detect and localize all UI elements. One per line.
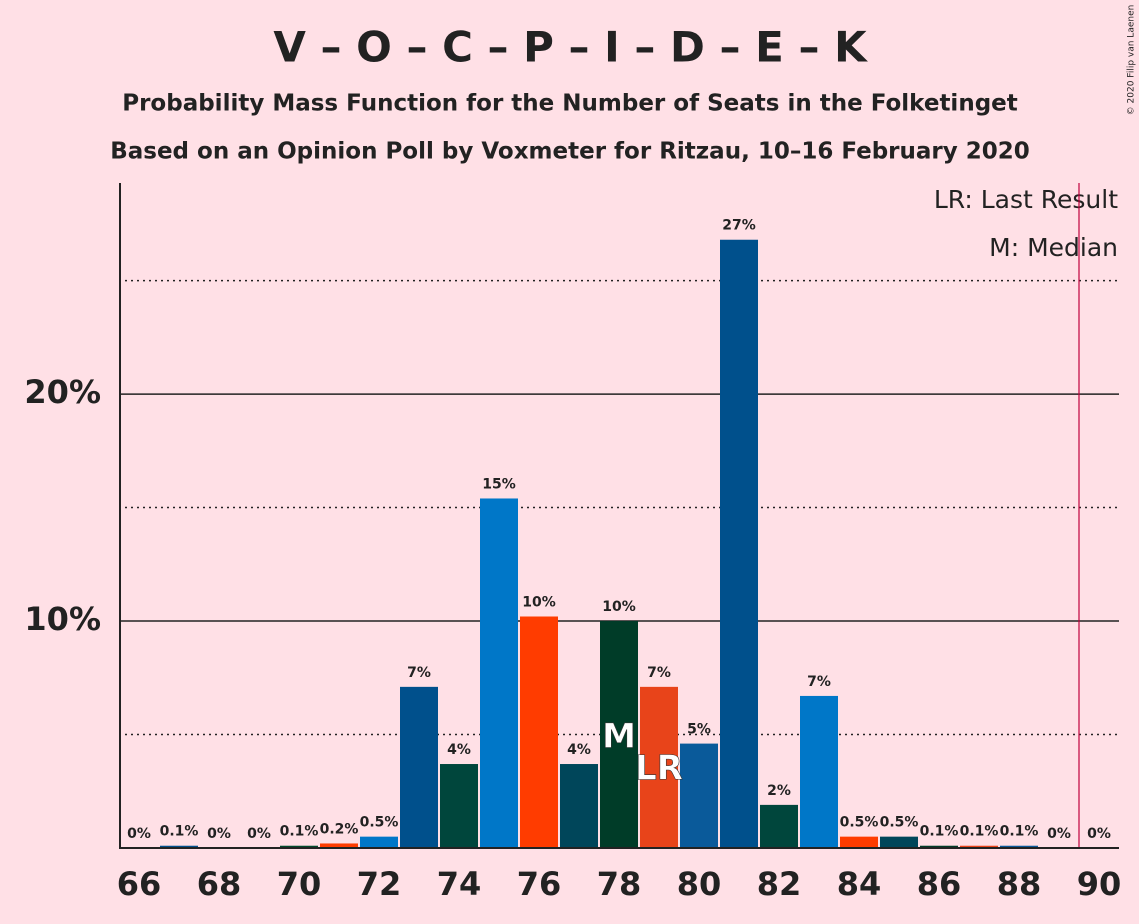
value-label: 0.5% [840,815,879,831]
value-label: 0% [1047,826,1071,842]
x-tick-label: 84 [837,865,882,903]
value-label: 0.1% [920,824,959,840]
chart-title: V – O – C – P – I – D – E – K [273,23,868,72]
bar [1000,845,1038,848]
bar [920,845,958,848]
legend-entry: M: Median [989,233,1118,262]
value-label: 0.1% [160,824,199,840]
y-tick-label: 20% [24,373,101,411]
bar [280,845,318,848]
bar [720,239,758,849]
bar [320,843,358,848]
bar [680,743,718,848]
value-label: 2% [767,783,791,799]
x-tick-label: 80 [677,865,722,903]
bar [600,621,638,848]
bar [400,686,438,848]
value-label: 5% [687,722,711,738]
bar [480,498,518,848]
y-tick-label: 10% [24,600,101,638]
x-tick-label: 74 [437,865,482,903]
value-label: 7% [647,665,671,681]
chart-subtitle: Based on an Opinion Poll by Voxmeter for… [110,139,1030,165]
bar [760,804,798,848]
value-label: 0.5% [360,815,399,831]
value-label: 0.2% [320,821,359,837]
bar [560,764,598,848]
median-marker: M [602,717,636,757]
value-label: 7% [407,665,431,681]
value-label: 4% [567,742,591,758]
bar [520,616,558,848]
value-label: 10% [602,599,636,615]
bar [360,836,398,848]
legend-background [930,231,1122,267]
value-label: 27% [722,218,756,234]
x-tick-label: 68 [197,865,242,903]
value-label: 15% [482,476,516,492]
legend-background [930,183,1122,219]
value-label: 7% [807,674,831,690]
x-tick-label: 88 [997,865,1042,903]
value-label: 0.5% [880,815,919,831]
value-label: 0% [127,826,151,842]
bar [800,695,838,848]
copyright: © 2020 Filip van Laenen [1127,5,1137,116]
x-tick-label: 78 [597,865,642,903]
value-label: 0% [207,826,231,842]
bar [440,764,478,848]
x-tick-label: 82 [757,865,802,903]
x-tick-label: 86 [917,865,962,903]
legend-entry: LR: Last Result [934,185,1118,214]
value-label: 0.1% [960,824,999,840]
bar [880,836,918,848]
last_result-marker: LR [635,749,683,789]
x-tick-label: 90 [1077,865,1122,903]
value-label: 10% [522,594,556,610]
x-tick-label: 76 [517,865,562,903]
x-tick-label: 66 [117,865,162,903]
bar [640,686,678,848]
chart-subtitle: Probability Mass Function for the Number… [122,91,1018,117]
value-label: 0.1% [1000,824,1039,840]
value-label: 0% [247,826,271,842]
bar [160,845,198,848]
bar [840,836,878,848]
value-label: 0.1% [280,824,319,840]
value-label: 4% [447,742,471,758]
x-tick-label: 70 [277,865,322,903]
x-tick-label: 72 [357,865,402,903]
value-label: 0% [1087,826,1111,842]
bar [960,845,998,848]
